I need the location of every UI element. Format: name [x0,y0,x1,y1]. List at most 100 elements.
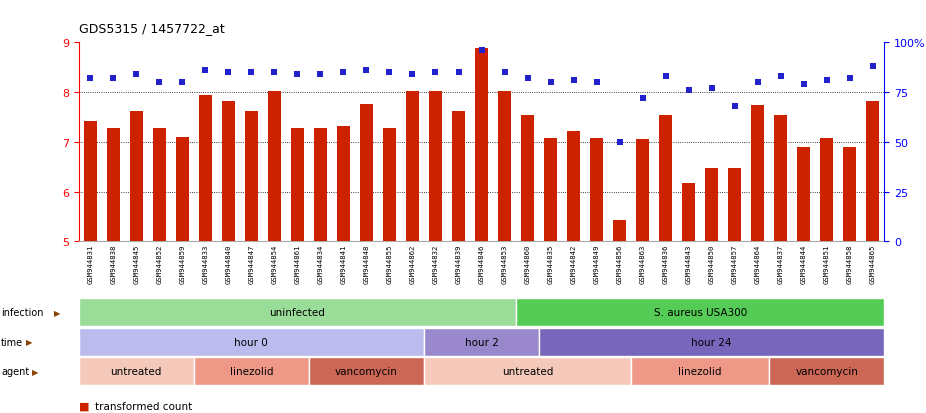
Point [820,78,834,84]
Text: GSM944856: GSM944856 [617,244,622,284]
Bar [130,112,143,242]
Text: GSM944835: GSM944835 [547,244,554,284]
Bar [383,128,395,242]
Text: GSM944838: GSM944838 [110,244,117,284]
Point [382,70,397,76]
Point [359,68,374,74]
Bar [424,328,539,356]
Text: GSM944861: GSM944861 [294,244,300,284]
Point [152,80,167,86]
Text: ■: ■ [79,401,89,411]
Text: ▶: ▶ [26,337,32,347]
Text: hour 2: hour 2 [465,337,498,347]
Bar [429,92,442,242]
Bar [79,328,424,356]
Text: GDS5315 / 1457722_at: GDS5315 / 1457722_at [79,22,224,35]
Bar [106,128,119,242]
Bar [751,105,764,242]
Point [727,104,742,110]
Bar [867,102,879,242]
Point [106,76,120,82]
Text: GSM944836: GSM944836 [663,244,669,284]
Point [843,76,857,82]
Bar [452,112,465,242]
Text: GSM944834: GSM944834 [318,244,323,284]
Bar [516,299,884,327]
Text: linezolid: linezolid [230,366,273,376]
Bar [291,128,304,242]
Text: untreated: untreated [110,366,162,376]
Bar [360,104,373,242]
Bar [222,102,234,242]
Text: agent: agent [1,366,30,376]
Text: GSM944847: GSM944847 [248,244,255,284]
Point [474,48,489,55]
Text: hour 0: hour 0 [234,337,269,347]
Bar [706,168,718,242]
Bar [521,115,534,242]
Bar [199,95,212,242]
Text: GSM944843: GSM944843 [685,244,692,284]
Bar [590,138,603,242]
Text: GSM944844: GSM944844 [801,244,807,284]
Text: GSM944833: GSM944833 [202,244,208,284]
Text: GSM944854: GSM944854 [271,244,278,284]
Point [290,72,305,78]
Bar [539,328,884,356]
Point [682,88,696,94]
Point [612,139,627,146]
Text: GSM944851: GSM944851 [824,244,830,284]
Point [221,70,236,76]
Point [544,80,558,86]
Text: GSM944832: GSM944832 [432,244,439,284]
Text: GSM944858: GSM944858 [846,244,853,284]
Bar [407,92,419,242]
Point [705,85,720,92]
Point [497,70,512,76]
Point [520,76,535,82]
Point [129,72,144,78]
Point [405,72,419,78]
Text: GSM944860: GSM944860 [524,244,531,284]
Text: GSM944837: GSM944837 [778,244,783,284]
Text: GSM944855: GSM944855 [386,244,393,284]
Bar [153,128,166,242]
Point [244,70,258,76]
Bar [314,128,327,242]
Point [198,68,213,74]
Bar [774,115,787,242]
Bar [682,183,695,242]
Text: GSM944853: GSM944853 [502,244,507,284]
Bar [84,122,96,242]
Text: GSM944831: GSM944831 [87,244,94,284]
Bar [844,147,857,242]
Text: S. aureus USA300: S. aureus USA300 [654,308,746,318]
Point [635,95,650,102]
Text: ▶: ▶ [54,308,60,317]
Bar [613,221,626,242]
Text: uninfected: uninfected [269,308,325,318]
Bar [544,138,557,242]
Bar [424,357,632,385]
Text: GSM944846: GSM944846 [479,244,484,284]
Text: linezolid: linezolid [679,366,722,376]
Point [175,80,190,86]
Text: GSM944839: GSM944839 [456,244,461,284]
Bar [176,138,189,242]
Bar [309,357,424,385]
Point [866,64,881,71]
Text: time: time [1,337,23,347]
Point [82,76,97,82]
Text: GSM944859: GSM944859 [180,244,185,284]
Bar [79,357,194,385]
Bar [820,138,833,242]
Text: GSM944857: GSM944857 [732,244,738,284]
Point [796,82,811,88]
Bar [770,357,884,385]
Text: ▶: ▶ [31,367,38,376]
Text: GSM944852: GSM944852 [156,244,162,284]
Text: GSM944842: GSM944842 [570,244,577,284]
Point [336,70,351,76]
Point [589,80,604,86]
Bar [337,127,350,242]
